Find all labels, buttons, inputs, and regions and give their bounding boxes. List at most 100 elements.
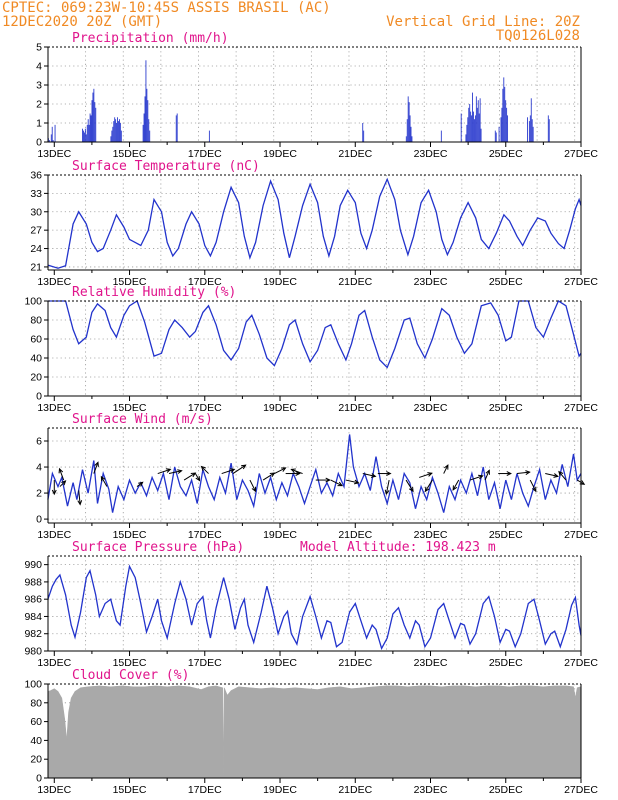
- y-tick-label: 40: [30, 735, 42, 747]
- panel-title-precip: Precipitation (mm/h): [72, 31, 229, 46]
- x-tick-label: 13DEC: [37, 784, 71, 796]
- wind-arrow-head: [452, 485, 458, 491]
- wind-arrow: [232, 464, 246, 474]
- x-tick-label: 17DEC: [188, 276, 222, 288]
- y-tick-label: 2: [36, 488, 42, 500]
- y-tick-label: 24: [30, 243, 42, 255]
- wind-arrow-head: [525, 470, 531, 475]
- precip-bar: [507, 115, 509, 142]
- y-tick-label: 988: [24, 576, 42, 588]
- temperature-series-line: [47, 177, 582, 269]
- x-tick-label: 15DEC: [113, 784, 147, 796]
- precip-bar: [363, 130, 365, 142]
- x-tick-label: 17DEC: [188, 657, 222, 669]
- x-tick-label: 21DEC: [338, 148, 372, 160]
- wind-arrow-head: [531, 486, 537, 493]
- precip-bar: [113, 121, 115, 142]
- precip-bar: [145, 60, 147, 142]
- precip-bar: [504, 86, 506, 142]
- precip-bar: [548, 119, 550, 142]
- precip-bar: [91, 100, 93, 142]
- wind-arrow: [424, 479, 433, 492]
- precip-bar: [144, 96, 146, 142]
- precip-bar: [362, 123, 364, 142]
- wind-arrow-head: [553, 473, 559, 478]
- wind-arrow: [100, 476, 108, 487]
- wind-arrow-head: [295, 471, 301, 476]
- x-tick-label: 21DEC: [338, 276, 372, 288]
- wind-arrow-head: [241, 464, 247, 470]
- wind-arrow: [484, 470, 490, 481]
- precip-bar: [148, 119, 150, 142]
- wind-arrow-head: [353, 479, 360, 485]
- x-tick-label: 17DEC: [188, 784, 222, 796]
- wind-arrow-head: [229, 468, 236, 473]
- x-tick-label: 23DEC: [414, 529, 448, 541]
- wind-arrow: [59, 468, 65, 481]
- precip-bar: [117, 117, 118, 142]
- precip-bar: [408, 102, 410, 142]
- y-tick-label: 1: [36, 118, 42, 130]
- wind-arrow: [183, 472, 196, 481]
- wind-arrow-head: [195, 476, 201, 482]
- y-tick-label: 33: [30, 188, 42, 200]
- wind-arrow: [291, 468, 303, 475]
- wind-arrow-head: [384, 489, 390, 496]
- wind-arrow-head: [281, 467, 287, 472]
- x-tick-label: 25DEC: [489, 402, 523, 414]
- wind-arrow: [201, 466, 209, 474]
- y-tick-label: 80: [30, 315, 42, 327]
- precip-bar: [89, 113, 91, 142]
- wind-arrow: [93, 462, 99, 474]
- precip-bar: [93, 88, 95, 142]
- header-line1-right: Vertical Grid Line: 20Z: [386, 14, 580, 30]
- precip-bar: [114, 117, 116, 142]
- precip-bar: [115, 119, 117, 142]
- precip-bar: [472, 92, 473, 142]
- precip-bar: [407, 96, 409, 142]
- precip-bar: [176, 113, 178, 142]
- panel-humidity: Relative Humidity (%) 0 20 40 60 80 100 13DEC 15…: [24, 285, 598, 414]
- precip-bar: [52, 140, 54, 142]
- precip-bar: [495, 132, 497, 142]
- precip-bar: [478, 113, 480, 142]
- x-tick-label: 13DEC: [37, 148, 71, 160]
- x-tick-label: 19DEC: [263, 148, 297, 160]
- precip-bar: [54, 124, 56, 142]
- pressure-series-line: [47, 564, 582, 651]
- wind-arrow-head: [325, 477, 331, 483]
- x-tick-label: 25DEC: [489, 276, 523, 288]
- precip-bar: [411, 136, 413, 142]
- wind-arrow-head: [177, 469, 183, 474]
- wind-arrow: [59, 480, 66, 487]
- wind-arrow-head: [386, 471, 392, 476]
- wind-arrow-head: [424, 486, 430, 493]
- precip-bar: [467, 117, 469, 142]
- precip-bar: [208, 130, 210, 142]
- wind-series-line: [47, 434, 582, 513]
- wind-arrow: [545, 473, 558, 477]
- y-tick-label: 6: [36, 436, 42, 448]
- y-tick-label: 3: [36, 80, 42, 92]
- x-tick-label: 23DEC: [414, 784, 448, 796]
- x-tick-label: 19DEC: [263, 657, 297, 669]
- precip-bar: [469, 104, 471, 142]
- precip-bar: [175, 115, 177, 142]
- precip-bar: [465, 134, 467, 142]
- y-tick-label: 100: [24, 679, 42, 691]
- wind-arrow: [262, 472, 275, 481]
- y-tick-label: 2: [36, 99, 42, 111]
- panel-title-cloud: Cloud Cover (%): [72, 668, 189, 683]
- precip-bar: [143, 113, 145, 142]
- precip-bar: [112, 126, 114, 142]
- precip-bar: [529, 115, 531, 142]
- y-tick-label: 982: [24, 628, 42, 640]
- y-tick-label: 60: [30, 334, 42, 346]
- precip-bar: [88, 124, 90, 142]
- wind-arrow: [345, 479, 359, 484]
- precip-bar: [480, 128, 482, 142]
- wind-arrow: [516, 471, 530, 475]
- x-tick-label: 27DEC: [564, 784, 598, 796]
- y-tick-label: 100: [24, 296, 42, 308]
- panel-annotation-pressure: Model Altitude: 198.423 m: [300, 540, 496, 555]
